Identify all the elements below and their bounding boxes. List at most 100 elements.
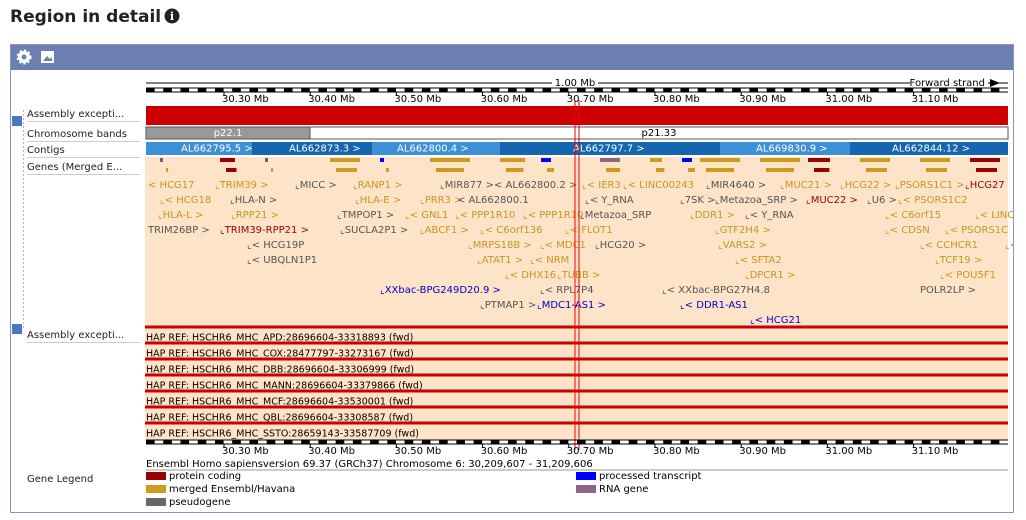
ruler-tick-label: 30.80 Mb <box>653 446 700 457</box>
gene-label: ⌞< HCG19P <box>247 240 304 251</box>
ruler-segment <box>387 440 396 444</box>
track-label: Genes (Merged E... <box>27 162 122 173</box>
gene-label: ⌞MIR4640 > <box>706 180 766 191</box>
haplotype-bar <box>145 373 1008 377</box>
gene-glyph <box>866 168 887 172</box>
info-icon-glyph: i <box>170 10 174 23</box>
gene-label: ⌞< POU5F1 <box>940 270 996 281</box>
panel-toolbar <box>11 45 1013 70</box>
gene-label: ⌞< UBQLN1P1 <box>247 255 317 266</box>
ruler-segment <box>887 440 896 444</box>
ruler-segment <box>352 440 362 444</box>
haplotype-label: HAP REF: HSCHR6_MHC_QBL:28696604-3330858… <box>146 413 413 424</box>
ruler-segment <box>370 440 379 444</box>
haplotype-bar <box>145 421 1008 425</box>
info-icon[interactable] <box>164 8 180 24</box>
band-label: p21.33 <box>642 128 677 139</box>
gene-label: < AL662800.2 > <box>494 180 577 191</box>
ruler-segment <box>283 88 293 92</box>
ruler-tick-label: 30.40 Mb <box>308 446 355 457</box>
gene-label: ⌞MDC1-AS1 > <box>537 300 606 311</box>
gene-label: ⌞MICC > <box>295 180 337 191</box>
legend-label: RNA gene <box>599 484 648 495</box>
legend-label: protein coding <box>169 471 241 482</box>
gene-label: ⌞< NRM <box>530 255 569 266</box>
gene-glyph <box>506 168 524 172</box>
haplotype-label: HAP REF: HSCHR6_MHC_APD:28696604-3331889… <box>146 333 413 344</box>
legend-swatch <box>146 472 166 480</box>
gene-label: ⌞< HCG18 <box>160 195 211 206</box>
gene-glyph <box>700 158 740 162</box>
gene-label: ⌞< CDSN <box>885 225 930 236</box>
ruler-segment <box>249 88 259 92</box>
haplotype-bar <box>145 325 1008 329</box>
track-move-down[interactable] <box>12 324 22 334</box>
strand-label: Forward strand <box>910 78 985 89</box>
legend-label: merged Ensembl/Havana <box>169 484 295 495</box>
contig-label: AL662873.3 > <box>289 144 361 155</box>
ruler-tick-label: 30.60 Mb <box>481 446 528 457</box>
gene-label: ⌞< SFTA2 <box>735 255 782 266</box>
gene-label: ⌞< DDR1-AS1 <box>680 300 748 311</box>
gene-glyph <box>920 158 950 162</box>
track-move-up[interactable] <box>12 116 22 126</box>
legend-label: pseudogene <box>169 497 231 508</box>
haplotype-bar <box>145 357 1008 361</box>
gene-label: ⌞< DHX16 <box>505 270 556 281</box>
gene-label: ⌞HLA-L > <box>158 210 203 221</box>
gene-glyph <box>656 168 665 172</box>
ruler-segment <box>197 88 207 92</box>
ruler-tick-label: 30.70 Mb <box>567 94 614 105</box>
ruler-segment <box>266 440 276 444</box>
haplotype-bar <box>145 405 1008 409</box>
gene-label: ⌞HCG22 > <box>840 180 891 191</box>
ruler-segment <box>146 88 155 92</box>
ruler-segment <box>232 440 241 444</box>
ruler-segment <box>611 440 621 444</box>
gene-label: ⌞< PPP1R10 <box>455 210 515 221</box>
gene-glyph <box>330 158 360 162</box>
ruler-segment <box>818 440 827 444</box>
gene-label: ⌞< FLOT1 <box>565 225 613 236</box>
gene-label: < HCG17 <box>148 180 195 191</box>
ruler-tick-label: 30.50 Mb <box>394 94 441 105</box>
gene-label: ⌞MRPS18B > <box>468 240 532 251</box>
ruler-segment <box>956 440 965 444</box>
haplotype-label: HAP REF: HSCHR6_MHC_MCF:28696604-3353000… <box>146 397 413 408</box>
legend-swatch <box>576 472 596 480</box>
contig <box>850 142 1008 155</box>
ruler-segment <box>577 440 586 444</box>
gene-label: ⌞< IER3 <box>582 180 621 191</box>
gene-label: POLR2LP > <box>920 285 976 296</box>
ruler-segment <box>577 88 586 92</box>
ruler-tick-label: 30.30 Mb <box>222 94 269 105</box>
band-label: p22.1 <box>214 128 243 139</box>
ruler-segment <box>318 440 328 444</box>
gene-glyph <box>926 168 947 172</box>
ruler-segment <box>939 440 948 444</box>
span-label: 1.00 Mb <box>555 78 595 89</box>
gene-label: ⌞SUCLA2P1 > <box>340 225 408 236</box>
legend-label: processed transcript <box>599 471 702 482</box>
ruler-segment <box>663 88 672 92</box>
ruler-tick-label: 31.10 Mb <box>912 446 959 457</box>
gene-label: ⌞U6 > <box>867 195 897 206</box>
gene-label: ⌞< MDC1 <box>540 240 586 251</box>
gene-label: ⌞ATAT1 > <box>477 255 523 266</box>
ruler-segment <box>508 440 517 444</box>
contig <box>720 142 850 155</box>
gene-glyph <box>682 158 692 162</box>
gene-label: ⌞HLA-N > <box>230 195 277 206</box>
footer-location: Ensembl Homo sapiensversion 69.37 (GRCh3… <box>146 459 593 470</box>
ruler-segment <box>766 440 776 444</box>
ruler-segment <box>525 440 534 444</box>
ruler-segment <box>439 440 448 444</box>
contig <box>252 142 372 155</box>
ruler-segment <box>645 440 655 444</box>
gene-glyph <box>706 168 734 172</box>
ruler-segment <box>146 440 155 444</box>
gene-label: ⌞PRR3 > <box>420 195 463 206</box>
haplotype-label: HAP REF: HSCHR6_MHC_DBB:28696604-3330699… <box>146 365 414 376</box>
legend-swatch <box>576 485 596 493</box>
